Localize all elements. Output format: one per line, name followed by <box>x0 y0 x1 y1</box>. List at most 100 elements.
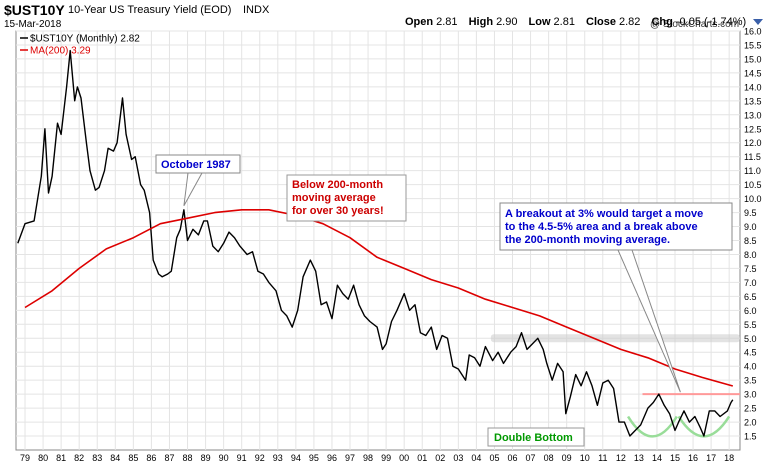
x-tick-label: 03 <box>453 453 463 463</box>
y-tick-label: 8.5 <box>744 236 757 246</box>
y-tick-label: 16.0 <box>744 27 762 37</box>
x-tick-label: 96 <box>327 453 337 463</box>
x-tick-label: 92 <box>255 453 265 463</box>
x-tick-label: 02 <box>435 453 445 463</box>
legend-entry: MA(200) 3.29 <box>30 46 91 57</box>
x-tick-label: 05 <box>489 453 499 463</box>
x-tick-label: 14 <box>652 453 662 463</box>
y-tick-label: 12.5 <box>744 124 762 134</box>
note-box-below-ma <box>286 174 407 222</box>
y-tick-label: 7.5 <box>744 264 757 274</box>
annotation-below-ma-line: moving average <box>292 192 376 204</box>
stockcharts-watermark: @ StockCharts.com <box>650 19 740 30</box>
ticker-symbol: $UST10Y <box>4 2 65 18</box>
y-tick-label: 14.5 <box>744 68 762 78</box>
y-tick-label: 11.0 <box>744 166 761 176</box>
open-value: 2.81 <box>436 16 458 28</box>
x-tick-label: 18 <box>724 453 734 463</box>
x-tick-label: 79 <box>20 453 30 463</box>
x-tick-label: 00 <box>399 453 409 463</box>
x-tick-label: 87 <box>164 453 174 463</box>
x-tick-label: 93 <box>273 453 283 463</box>
chg-value: -0.05 (-1.74%) <box>675 16 747 28</box>
y-tick-label: 12.0 <box>744 138 762 148</box>
label-box-double-bottom <box>487 427 585 447</box>
resistance-band-5pct <box>490 334 740 343</box>
y-tick-label: 11.5 <box>744 152 761 162</box>
x-tick-label: 84 <box>110 453 120 463</box>
x-tick-label: 98 <box>363 453 373 463</box>
x-tick-label: 15 <box>670 453 680 463</box>
y-tick-label: 2.5 <box>744 404 757 414</box>
high-label: High <box>468 16 494 28</box>
x-tick-label: 88 <box>183 453 193 463</box>
y-tick-label: 4.5 <box>744 348 757 358</box>
x-tick-label: 90 <box>219 453 229 463</box>
legend-entry: $UST10Y (Monthly) 2.82 <box>30 34 140 45</box>
x-tick-label: 01 <box>417 453 427 463</box>
x-tick-label: 13 <box>634 453 644 463</box>
x-tick-label: 08 <box>544 453 554 463</box>
series-line-ma200 <box>24 209 734 387</box>
x-tick-label: 11 <box>598 453 607 463</box>
y-tick-label: 10.0 <box>744 194 762 204</box>
exchange-label: INDX <box>243 4 270 16</box>
y-tick-label: 6.0 <box>744 306 757 316</box>
x-tick-label: 89 <box>201 453 211 463</box>
annotation-breakout-line: A breakout at 3% would target a move <box>505 208 703 220</box>
y-tick-label: 13.0 <box>744 110 762 120</box>
low-value: 2.81 <box>553 16 575 28</box>
x-tick-label: 04 <box>471 453 481 463</box>
chart-header: $UST10Y 10-Year US Treasury Yield (EOD) … <box>0 0 780 30</box>
x-tick-label: 94 <box>291 453 301 463</box>
y-tick-label: 3.0 <box>744 390 757 400</box>
x-tick-label: 09 <box>562 453 572 463</box>
x-tick-label: 07 <box>526 453 536 463</box>
x-tick-label: 95 <box>309 453 319 463</box>
callout-box-oct-1987 <box>155 154 241 174</box>
callout-pointer <box>617 249 681 393</box>
ticker-description: 10-Year US Treasury Yield (EOD) <box>68 4 232 16</box>
annotation-breakout-line: to the 4.5-5% area and a break above <box>505 221 698 233</box>
series-line-ust10y <box>17 49 734 437</box>
y-tick-label: 15.5 <box>744 40 762 50</box>
callout-box-breakout <box>499 202 733 251</box>
y-tick-label: 7.0 <box>744 278 757 288</box>
open-label: Open <box>405 16 434 28</box>
close-value: 2.82 <box>619 16 641 28</box>
y-tick-label: 8.0 <box>744 250 757 260</box>
y-tick-label: 3.5 <box>744 376 757 386</box>
x-tick-label: 80 <box>38 453 48 463</box>
y-tick-label: 4.0 <box>744 362 757 372</box>
callout-pointer <box>183 172 203 207</box>
x-tick-label: 12 <box>616 453 626 463</box>
x-tick-label: 16 <box>688 453 698 463</box>
y-tick-label: 10.5 <box>744 180 762 190</box>
low-label: Low <box>528 16 551 28</box>
y-tick-label: 5.5 <box>744 320 757 330</box>
x-tick-label: 99 <box>381 453 391 463</box>
close-label: Close <box>586 16 616 28</box>
x-tick-label: 91 <box>237 453 247 463</box>
x-tick-label: 97 <box>345 453 355 463</box>
chart-date: 15-Mar-2018 <box>4 19 62 30</box>
y-tick-label: 1.5 <box>744 432 757 442</box>
chevron-down-icon[interactable] <box>753 19 764 26</box>
quote-summary: Open 2.81 High 2.90 Low 2.81 Close 2.82 Chg -… <box>405 16 764 28</box>
y-tick-label: 2.0 <box>744 418 757 428</box>
annotation-double-bottom: Double Bottom <box>494 432 573 444</box>
y-tick-label: 9.0 <box>744 222 757 232</box>
x-tick-label: 06 <box>508 453 518 463</box>
annotation-below-ma-line: for over 30 years! <box>292 205 384 217</box>
annotation-below-ma-line: Below 200-month <box>292 179 383 191</box>
x-tick-label: 83 <box>92 453 102 463</box>
annotation-breakout-line: the 200-month moving average. <box>505 234 670 246</box>
y-tick-label: 14.0 <box>744 82 762 92</box>
y-tick-label: 13.5 <box>744 96 762 106</box>
y-tick-label: 15.0 <box>744 54 762 64</box>
y-tick-label: 5.0 <box>744 334 757 344</box>
x-tick-label: 82 <box>74 453 84 463</box>
x-tick-label: 86 <box>146 453 156 463</box>
chg-label: Chg <box>651 16 673 28</box>
